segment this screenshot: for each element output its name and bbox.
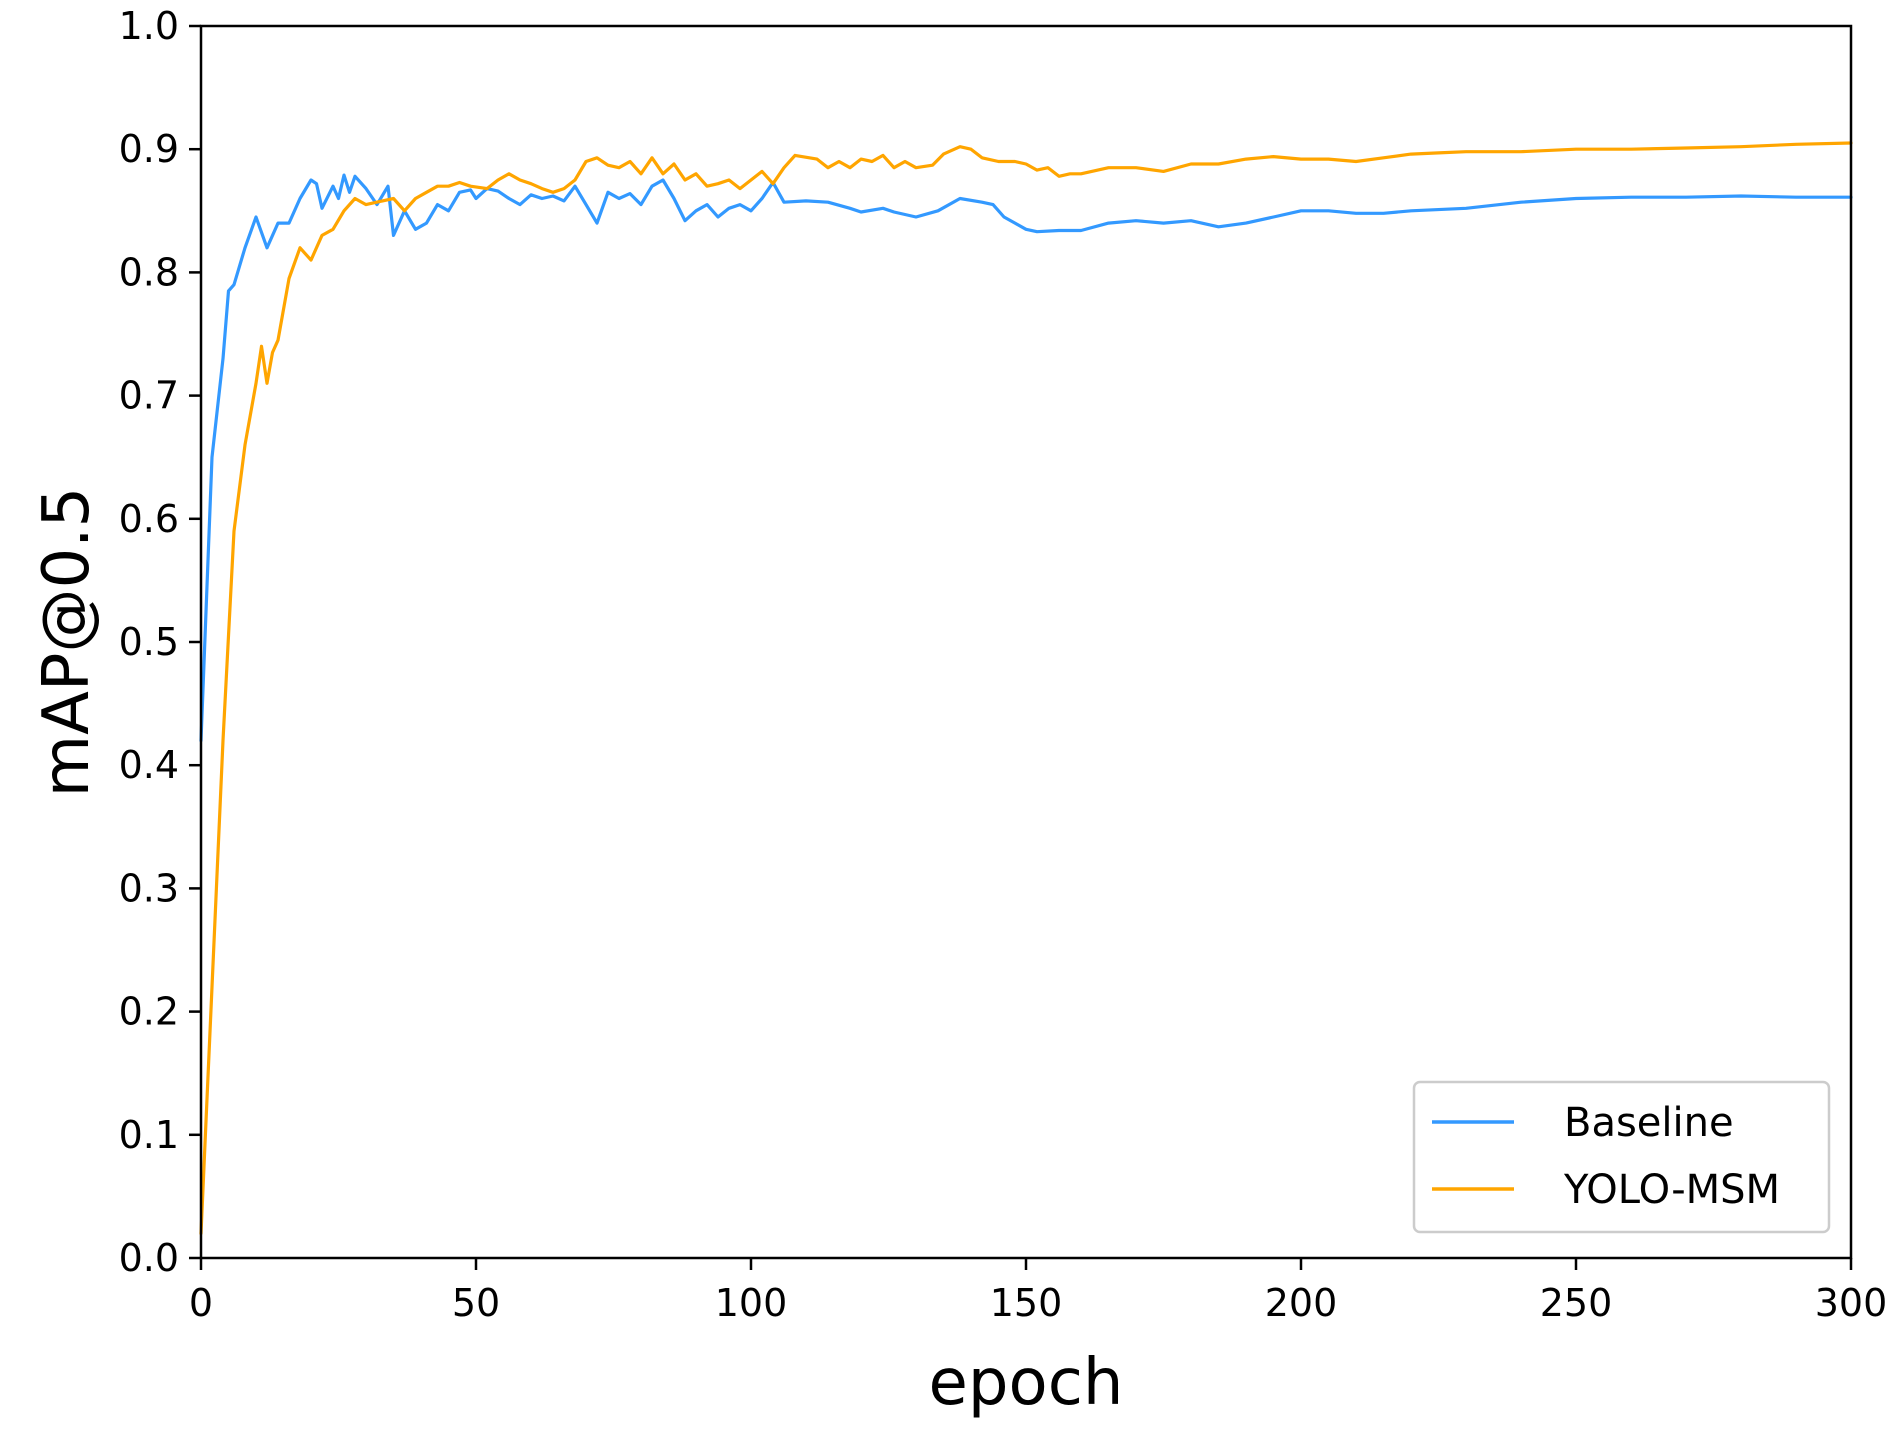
y-tick-label: 0.6 xyxy=(119,497,179,541)
series-line-yolo-msm xyxy=(199,141,1853,1235)
x-axis-ticks: 0 50 100 150 200 250 300 xyxy=(189,1258,1887,1325)
y-tick-label: 0.5 xyxy=(119,620,179,664)
y-axis-ticks: 0.0 0.1 0.2 0.3 0.4 0.5 0.6 0.7 0.8 0.9 1.0 xyxy=(119,4,201,1280)
legend-label: YOLO-MSM xyxy=(1563,1167,1780,1213)
x-tick-label: 300 xyxy=(1815,1281,1888,1325)
series-lines xyxy=(199,141,1853,1235)
y-tick-label: 1.0 xyxy=(119,4,179,48)
legend: Baseline YOLO-MSM xyxy=(1412,1080,1831,1234)
y-tick-label: 0.2 xyxy=(119,990,179,1034)
x-tick-label: 250 xyxy=(1540,1281,1613,1325)
x-tick-label: 100 xyxy=(715,1281,788,1325)
legend-label: Baseline xyxy=(1564,1100,1734,1146)
x-tick-label: 0 xyxy=(189,1281,213,1325)
y-axis-title: mAP@0.5 xyxy=(30,487,104,798)
y-tick-label: 0.3 xyxy=(119,866,179,910)
x-tick-label: 50 xyxy=(452,1281,500,1325)
x-axis-title: epoch xyxy=(929,1346,1124,1420)
y-tick-label: 0.4 xyxy=(119,743,179,787)
y-tick-label: 0.1 xyxy=(119,1113,179,1157)
legend-box xyxy=(1412,1080,1831,1234)
x-tick-label: 150 xyxy=(990,1281,1063,1325)
x-tick-label: 200 xyxy=(1265,1281,1338,1325)
y-tick-label: 0.7 xyxy=(119,374,179,418)
y-tick-label: 0.0 xyxy=(119,1236,179,1280)
y-tick-label: 0.9 xyxy=(119,127,179,171)
series-line-baseline xyxy=(199,173,1853,743)
y-tick-label: 0.8 xyxy=(119,250,179,294)
